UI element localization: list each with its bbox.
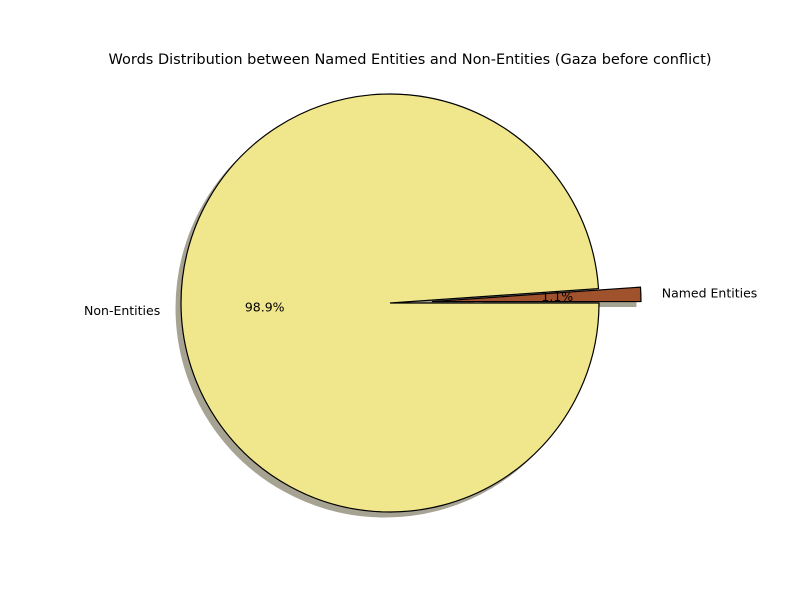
chart-title: Words Distribution between Named Entitie… [109,52,712,68]
slice-label-named-entities: Named Entities [662,286,758,301]
pie-labels: Named Entities 1.1% Non-Entities 98.9% [84,286,757,318]
slice-named-entities [431,286,642,303]
pie-slices [180,93,642,513]
slice-label-non-entities: Non-Entities [84,303,160,318]
slice-percent-named-entities: 1.1% [541,289,573,304]
slice-percent-non-entities: 98.9% [245,299,285,314]
slice-non-entities [180,93,600,513]
